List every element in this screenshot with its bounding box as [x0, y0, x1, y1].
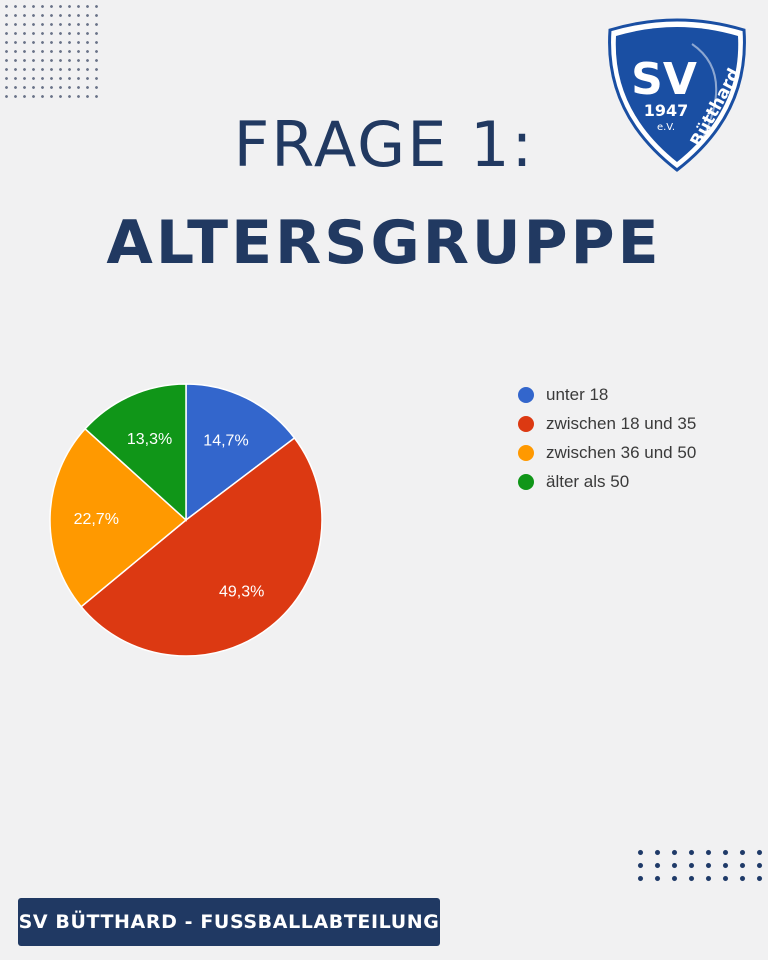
decorative-dot-grid-bottom-right — [632, 846, 768, 886]
footer-banner: SV BÜTTHARD - FUSSBALLABTEILUNG — [18, 898, 440, 946]
legend-item-2: zwischen 36 und 50 — [518, 438, 696, 467]
decorative-dot-grid-top-left — [0, 0, 100, 100]
legend-label-3: älter als 50 — [546, 471, 630, 491]
legend-swatch-2 — [518, 444, 534, 461]
pie-slice-0 — [185, 383, 296, 522]
pie-slice-3 — [84, 383, 187, 522]
legend-swatch-1 — [518, 415, 534, 432]
logo-year-text: 1947 — [644, 101, 689, 120]
logo-ev-text: e.V. — [657, 122, 675, 133]
pie-slice-label-0: 14,7% — [203, 433, 248, 450]
pie-chart: 14,7% 49,3% 22,7% 13,3% — [49, 383, 323, 657]
legend-label-0: unter 18 — [546, 384, 609, 404]
legend-item-0: unter 18 — [518, 380, 696, 409]
chart-legend: unter 18 zwischen 18 und 35 zwischen 36 un… — [518, 380, 696, 496]
pie-slice-label-2: 22,7% — [74, 511, 119, 528]
legend-label-1: zwischen 18 und 35 — [546, 413, 697, 433]
pie-slice-1 — [80, 436, 323, 657]
pie-slice-label-3: 13,3% — [127, 431, 172, 448]
legend-item-1: zwischen 18 und 35 — [518, 409, 696, 438]
club-logo: SV 1947 e.V. Bütthard — [608, 18, 746, 172]
page-title-line2: ALTERSGRUPPE — [106, 208, 662, 278]
pie-slice-label-1: 49,3% — [219, 583, 264, 600]
legend-item-3: älter als 50 — [518, 467, 696, 496]
legend-label-2: zwischen 36 und 50 — [546, 442, 697, 462]
logo-sv-text: SV — [631, 54, 697, 105]
legend-swatch-0 — [518, 386, 534, 403]
legend-swatch-3 — [518, 473, 534, 490]
page-title-line1: FRAGE 1: — [233, 108, 535, 181]
pie-slice-2 — [49, 427, 188, 608]
